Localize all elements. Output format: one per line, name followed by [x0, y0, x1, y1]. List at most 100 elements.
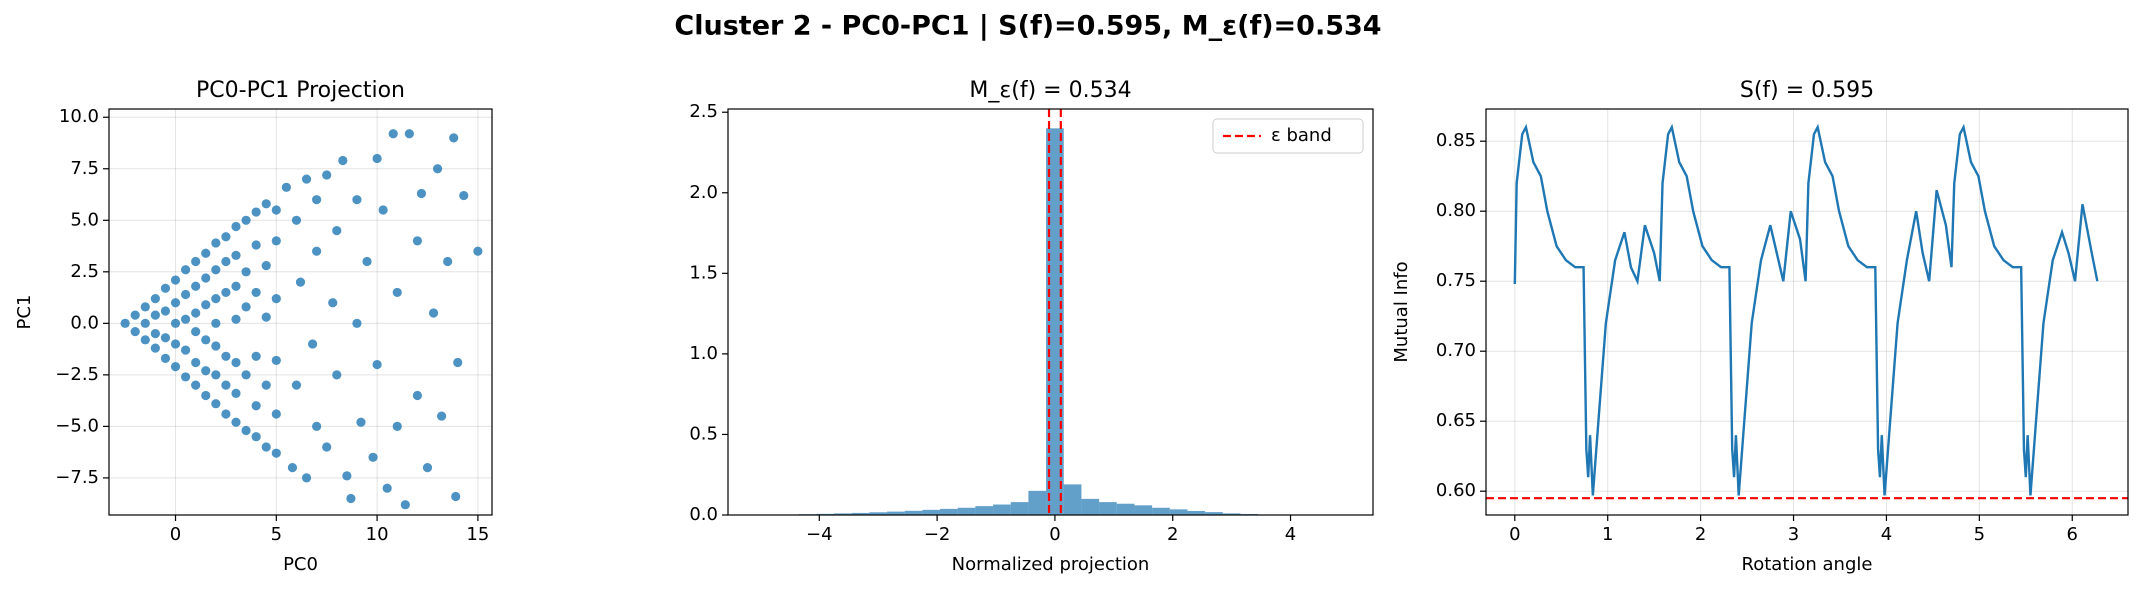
point: [261, 380, 271, 390]
y-tick-label: 10.0: [59, 106, 99, 127]
point: [261, 442, 271, 452]
point: [301, 174, 312, 184]
point: [287, 462, 298, 473]
point: [416, 188, 427, 199]
hist-bar: [1046, 128, 1064, 515]
hist-bar: [1222, 513, 1241, 515]
point: [281, 182, 291, 192]
point: [191, 256, 201, 267]
subplot-title: M_ε(f) = 0.534: [969, 78, 1131, 103]
y-tick-label: 0.80: [1436, 200, 1476, 221]
point: [271, 355, 281, 366]
point: [241, 302, 251, 312]
point: [338, 155, 348, 166]
hist-bar: [922, 509, 941, 515]
x-tick-label: 15: [466, 524, 489, 545]
point: [251, 207, 261, 217]
y-tick-label: 5.0: [70, 209, 99, 230]
y-tick-label: 1.0: [689, 343, 718, 364]
point: [422, 462, 433, 473]
point: [191, 380, 201, 390]
point: [160, 333, 171, 343]
point: [428, 308, 439, 318]
y-tick-label: −5.0: [55, 415, 99, 436]
point: [453, 357, 463, 368]
subplot-title: PC0-PC1 Projection: [196, 78, 405, 103]
point: [211, 399, 221, 409]
x-axis-label: PC0: [283, 554, 318, 575]
y-tick-label: 2.5: [70, 261, 99, 282]
subplot-title: S(f) = 0.595: [1740, 78, 1874, 103]
y-axis-label: Mutual Info: [1391, 261, 1412, 362]
point: [211, 341, 221, 351]
point: [312, 195, 322, 205]
hist-bar: [993, 504, 1011, 515]
subplot: 0 5 10 15 −7.5 −5.0 −2.5 0.0 2.5 5.0 7.5 10.0 PC0-PC…: [14, 78, 493, 575]
point: [150, 329, 160, 339]
x-tick-label: 0: [1509, 524, 1520, 545]
point: [291, 215, 302, 225]
plot-area: [120, 129, 483, 510]
point: [378, 205, 388, 215]
y-tick-label: 0.60: [1436, 480, 1476, 501]
point: [307, 339, 318, 349]
point: [261, 312, 271, 322]
x-tick-label: 3: [1788, 524, 1799, 545]
hist-bar: [1187, 510, 1206, 515]
point: [221, 232, 231, 242]
point: [221, 287, 231, 298]
figure-title: Cluster 2 - PC0-PC1 | S(f)=0.595, M_ε(f)…: [674, 11, 1381, 42]
point: [160, 306, 171, 316]
x-tick-label: 5: [1974, 524, 1985, 545]
point: [130, 310, 140, 320]
point: [241, 267, 251, 277]
point: [352, 195, 362, 205]
point: [170, 339, 181, 349]
y-tick-label: 0.0: [689, 504, 718, 525]
x-tick-label: 6: [2067, 524, 2078, 545]
hist-bar: [834, 513, 852, 515]
legend-label: ε band: [1271, 125, 1332, 146]
axes-frame: [108, 108, 493, 516]
point: [181, 345, 191, 355]
y-tick-label: −7.5: [55, 467, 99, 488]
y-tick-label: 0.0: [70, 312, 99, 333]
point: [251, 287, 261, 298]
point: [191, 281, 201, 291]
point: [160, 353, 171, 363]
point: [291, 380, 302, 390]
point: [473, 246, 483, 256]
point: [211, 370, 221, 380]
x-tick-label: −4: [806, 524, 833, 545]
line: [1513, 123, 2099, 496]
point: [191, 326, 201, 337]
y-axis-label: PC1: [14, 295, 35, 330]
point: [356, 417, 366, 427]
point: [322, 170, 332, 180]
point: [271, 409, 281, 419]
hist-bar: [1081, 498, 1100, 515]
point: [181, 372, 191, 382]
point: [392, 421, 402, 431]
point: [412, 390, 423, 401]
point: [231, 357, 241, 368]
x-tick-label: 2: [1695, 524, 1706, 545]
hist-bar: [904, 510, 923, 515]
x-axis-label: Rotation angle: [1742, 554, 1873, 575]
point: [295, 277, 306, 287]
point: [261, 261, 271, 271]
point: [191, 308, 201, 318]
x-tick-label: 2: [1167, 524, 1178, 545]
point: [130, 326, 140, 337]
point: [140, 302, 150, 312]
hist-bar: [1099, 502, 1117, 515]
point: [201, 390, 211, 401]
y-tick-label: 7.5: [70, 158, 99, 179]
point: [170, 318, 181, 328]
point: [459, 190, 469, 201]
x-tick-label: 5: [271, 524, 282, 545]
point: [261, 199, 271, 209]
point: [201, 366, 211, 376]
point: [437, 411, 447, 421]
hist-bar: [887, 511, 905, 515]
